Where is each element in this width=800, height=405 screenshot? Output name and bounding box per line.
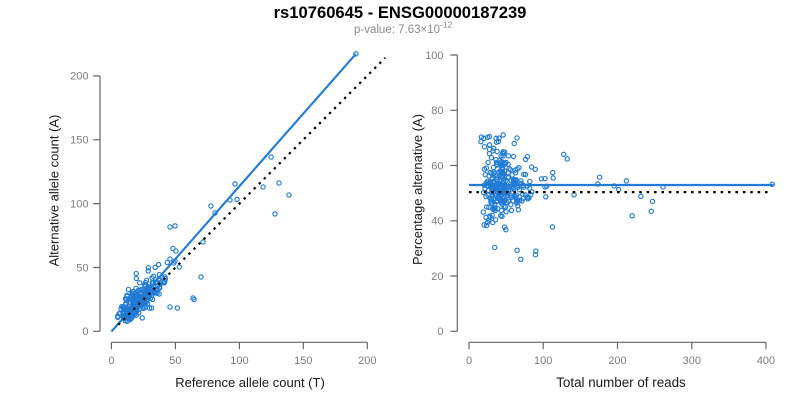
svg-text:Percentage alternative (A): Percentage alternative (A) [410, 114, 425, 265]
svg-text:0: 0 [437, 326, 443, 338]
svg-text:40: 40 [431, 216, 443, 228]
svg-text:100: 100 [425, 50, 443, 62]
svg-text:200: 200 [358, 355, 376, 367]
svg-text:80: 80 [431, 105, 443, 117]
svg-text:0: 0 [466, 355, 472, 367]
svg-text:p-value: 7.63×10-12: p-value: 7.63×10-12 [354, 20, 453, 37]
svg-text:100: 100 [230, 355, 248, 367]
svg-text:150: 150 [70, 135, 88, 147]
svg-text:50: 50 [169, 355, 181, 367]
svg-text:200: 200 [608, 355, 626, 367]
svg-text:0: 0 [82, 326, 88, 338]
svg-text:Total number of reads: Total number of reads [556, 375, 686, 390]
svg-text:Alternative allele count (A): Alternative allele count (A) [47, 115, 62, 267]
svg-text:200: 200 [70, 71, 88, 83]
svg-text:Reference allele count (T): Reference allele count (T) [175, 375, 325, 390]
svg-text:100: 100 [70, 198, 88, 210]
svg-text:50: 50 [76, 262, 88, 274]
svg-text:100: 100 [534, 355, 552, 367]
svg-text:rs10760645 - ENSG00000187239: rs10760645 - ENSG00000187239 [274, 3, 527, 22]
svg-text:20: 20 [431, 271, 443, 283]
svg-text:150: 150 [294, 355, 312, 367]
svg-text:0: 0 [108, 355, 114, 367]
svg-text:60: 60 [431, 160, 443, 172]
svg-text:400: 400 [757, 355, 775, 367]
svg-text:300: 300 [683, 355, 701, 367]
